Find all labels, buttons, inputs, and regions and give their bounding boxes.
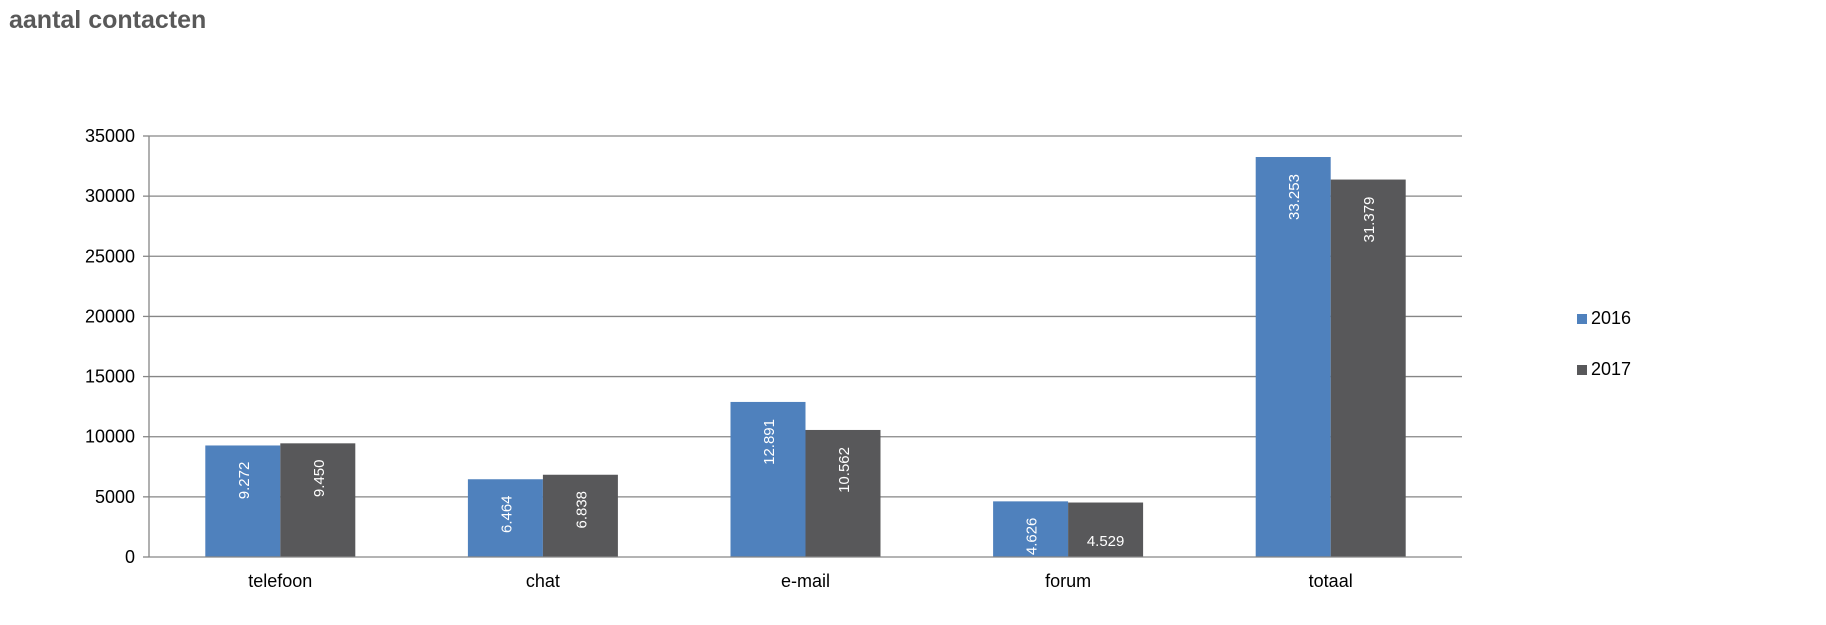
bars: 9.272 9.450 6.464 6.838 12.891 10.562 4.626 4.5…	[205, 157, 1406, 557]
bar-2016-chat	[467, 479, 543, 557]
y-tick-label: 20000	[85, 306, 135, 326]
legend-swatch-2017	[1577, 365, 1587, 375]
y-tick-label: 0	[125, 547, 135, 567]
y-tick-label: 25000	[85, 246, 135, 266]
data-label: 12.891	[761, 419, 778, 465]
data-label: 9.450	[311, 460, 328, 498]
bar-2017-chat	[542, 474, 618, 557]
bar-2017-forum	[1068, 502, 1144, 557]
x-category-label: e-mail	[781, 571, 830, 591]
data-label: 6.464	[498, 495, 515, 533]
bar-2016-forum	[993, 501, 1069, 557]
y-axis: 0 5000 10000 15000 20000 25000 30000 35000	[85, 126, 150, 567]
x-category-label: forum	[1045, 571, 1091, 591]
y-tick-label: 5000	[95, 487, 135, 507]
bar-2017-telefoon	[280, 443, 356, 557]
legend-swatch-2016	[1577, 314, 1587, 324]
x-category-label: chat	[526, 571, 560, 591]
bar-2017-e-mail	[805, 429, 881, 557]
y-tick-label: 35000	[85, 126, 135, 146]
legend-label: 2016	[1591, 308, 1631, 328]
bar-2017-totaal	[1330, 179, 1406, 557]
x-category-label: totaal	[1309, 571, 1353, 591]
data-label: 31.379	[1361, 197, 1378, 243]
data-label: 6.838	[573, 491, 590, 529]
y-tick-label: 10000	[85, 427, 135, 447]
data-label: 10.562	[836, 447, 853, 493]
chart-title: aantal contacten	[9, 6, 207, 34]
data-label: 4.626	[1024, 518, 1041, 556]
legend-label: 2017	[1591, 359, 1631, 379]
x-axis: telefoon chat e-mail forum totaal	[149, 556, 1462, 591]
bar-2016-telefoon	[205, 445, 281, 557]
x-category-label: telefoon	[248, 571, 312, 591]
data-label: 4.529	[1087, 533, 1125, 550]
legend: 2016 2017	[1577, 308, 1631, 379]
y-tick-label: 30000	[85, 186, 135, 206]
data-label: 9.272	[236, 462, 253, 500]
bar-2016-totaal	[1255, 157, 1331, 557]
bar-2016-e-mail	[730, 401, 806, 557]
data-label: 33.253	[1286, 174, 1303, 220]
y-tick-label: 15000	[85, 367, 135, 387]
